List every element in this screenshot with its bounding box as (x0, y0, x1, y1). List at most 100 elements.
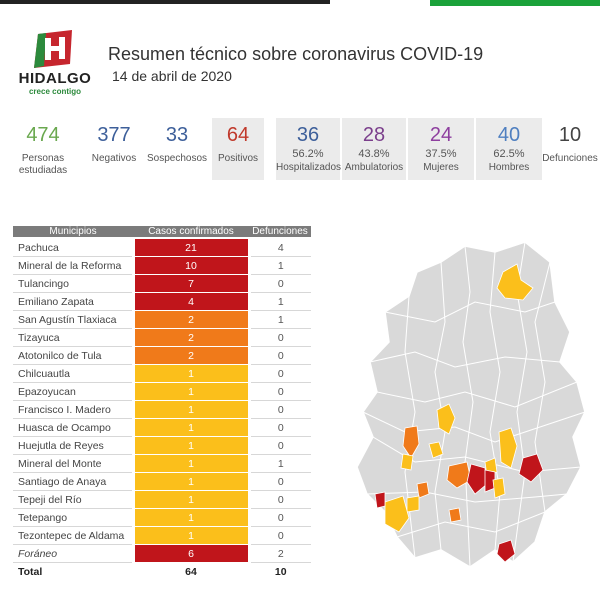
stat-value: 10 (558, 124, 582, 146)
table-row: Mineral del Monte 1 1 (13, 454, 311, 473)
table-row: Chilcuautla 1 0 (13, 364, 311, 383)
municipio-name: San Agustín Tlaxiaca (13, 310, 133, 329)
stat-label: Sospechosos (146, 153, 208, 164)
header-defunciones: Defunciones (249, 226, 311, 239)
defunciones-cell: 0 (249, 418, 311, 437)
stat-value: 474 (26, 124, 60, 146)
stat-value: 36 (296, 124, 320, 146)
total-row: Total 64 10 (13, 562, 311, 581)
stat-value: 33 (165, 124, 189, 146)
municipio-name: Huasca de Ocampo (13, 418, 133, 437)
defunciones-cell: 0 (249, 526, 311, 545)
municipalities-table: Municipios Casos confirmados Defunciones… (13, 226, 311, 581)
table-row: Emiliano Zapata 4 1 (13, 292, 311, 311)
municipio-name: Tulancingo (13, 274, 133, 293)
stat-ambulatorios: 28 43.8% Ambulatorios (342, 118, 406, 180)
casos-confirmados-cell: 10 (131, 256, 251, 275)
municipio-name: Francisco I. Madero (13, 400, 133, 419)
stat-percent: 56.2% (292, 148, 324, 160)
map-case-regions (374, 263, 544, 563)
casos-confirmados-cell: 1 (131, 436, 251, 455)
municipio-name: Epazoyucan (13, 382, 133, 401)
defunciones-cell: 2 (249, 544, 311, 563)
map-region-huejutla (496, 263, 534, 301)
casos-confirmados-cell: 21 (131, 238, 251, 257)
stat-label: Ambulatorios (344, 162, 404, 173)
municipio-name: Tepeji del Río (13, 490, 133, 509)
defunciones-cell: 0 (249, 400, 311, 419)
defunciones-cell: 0 (249, 490, 311, 509)
stat-label: Defunciones (542, 153, 598, 164)
map-region-tulancingo (518, 453, 544, 483)
table-row: Tetepango 1 0 (13, 508, 311, 527)
defunciones-cell: 0 (249, 364, 311, 383)
defunciones-cell: 0 (249, 382, 311, 401)
municipio-name: Mineral de la Reforma (13, 256, 133, 275)
stat-label: Positivos (217, 153, 258, 164)
defunciones-cell: 1 (249, 292, 311, 311)
defunciones-cell: 4 (249, 238, 311, 257)
map-region-santiago-anaya (436, 403, 456, 435)
casos-confirmados-cell: 7 (131, 274, 251, 293)
map-region-ixmiquilpan-area (400, 453, 414, 471)
casos-confirmados-cell: 2 (131, 310, 251, 329)
municipio-name: Emiliano Zapata (13, 292, 133, 311)
defunciones-cell: 0 (249, 436, 311, 455)
stat-defunciones: 10 Defunciones (542, 118, 598, 180)
map-region-epazoyucan (492, 477, 506, 499)
total-label: Total (13, 562, 133, 581)
stat-percent: 43.8% (358, 148, 390, 160)
casos-confirmados-cell: 1 (131, 508, 251, 527)
stat-value: 377 (97, 124, 131, 146)
stat-label: Personas estudiadas (18, 153, 68, 176)
defunciones-cell: 0 (249, 274, 311, 293)
table-row: Atotonilco de Tula 2 0 (13, 346, 311, 365)
casos-confirmados-cell: 1 (131, 400, 251, 419)
municipio-name: Mineral del Monte (13, 454, 133, 473)
stat-value: 40 (497, 124, 521, 146)
stat-label: Hombres (488, 162, 530, 173)
casos-confirmados-cell: 1 (131, 418, 251, 437)
stat-hombres: 40 62.5% Hombres (476, 118, 542, 180)
municipio-name: Huejutla de Reyes (13, 436, 133, 455)
defunciones-cell: 0 (249, 472, 311, 491)
hidalgo-h-logo-icon (34, 30, 72, 68)
municipio-name: Chilcuautla (13, 364, 133, 383)
defunciones-cell: 0 (249, 508, 311, 527)
municipio-name: Pachuca (13, 238, 133, 257)
table-row: Mineral de la Reforma 10 1 (13, 256, 311, 275)
page-title: Resumen técnico sobre coronavirus COVID-… (108, 44, 484, 64)
stat-percent: 37.5% (425, 148, 457, 160)
stat-value: 28 (362, 124, 386, 146)
table-row: Santiago de Anaya 1 0 (13, 472, 311, 491)
casos-confirmados-cell: 1 (131, 454, 251, 473)
map-region-chilcuautla (402, 425, 420, 459)
stat-personas-estudiadas: 474 Personas estudiadas (12, 118, 74, 180)
casos-confirmados-cell: 6 (131, 544, 251, 563)
stat-value: 64 (226, 124, 250, 146)
total-deaths: 10 (249, 562, 311, 581)
casos-confirmados-cell: 1 (131, 490, 251, 509)
map-region-tepeji (384, 495, 410, 533)
casos-confirmados-cell: 1 (131, 364, 251, 383)
header-municipios: Municipios (13, 226, 133, 239)
table-row: Tepeji del Río 1 0 (13, 490, 311, 509)
municipio-name: Tezontepec de Aldama (13, 526, 133, 545)
map-region-francisco-madero (428, 441, 444, 459)
defunciones-cell: 0 (249, 346, 311, 365)
defunciones-cell: 1 (249, 454, 311, 473)
stat-sospechosos: 33 Sospechosos (144, 118, 210, 180)
table-row: Foráneo 6 2 (13, 544, 311, 563)
table-row: Epazoyucan 1 0 (13, 382, 311, 401)
top-accent-bar (0, 0, 600, 8)
map-region-atotonilco-tula (416, 481, 430, 499)
map-region-tizayuca (448, 507, 462, 523)
stat-mujeres: 24 37.5% Mujeres (408, 118, 474, 180)
municipio-name: Tetepango (13, 508, 133, 527)
defunciones-cell: 0 (249, 328, 311, 347)
report-date: 14 de abril de 2020 (112, 68, 232, 84)
map-region-tezontepec (374, 491, 386, 509)
stat-negativos: 377 Negativos (84, 118, 144, 180)
defunciones-cell: 1 (249, 310, 311, 329)
stat-label: Negativos (91, 153, 137, 164)
